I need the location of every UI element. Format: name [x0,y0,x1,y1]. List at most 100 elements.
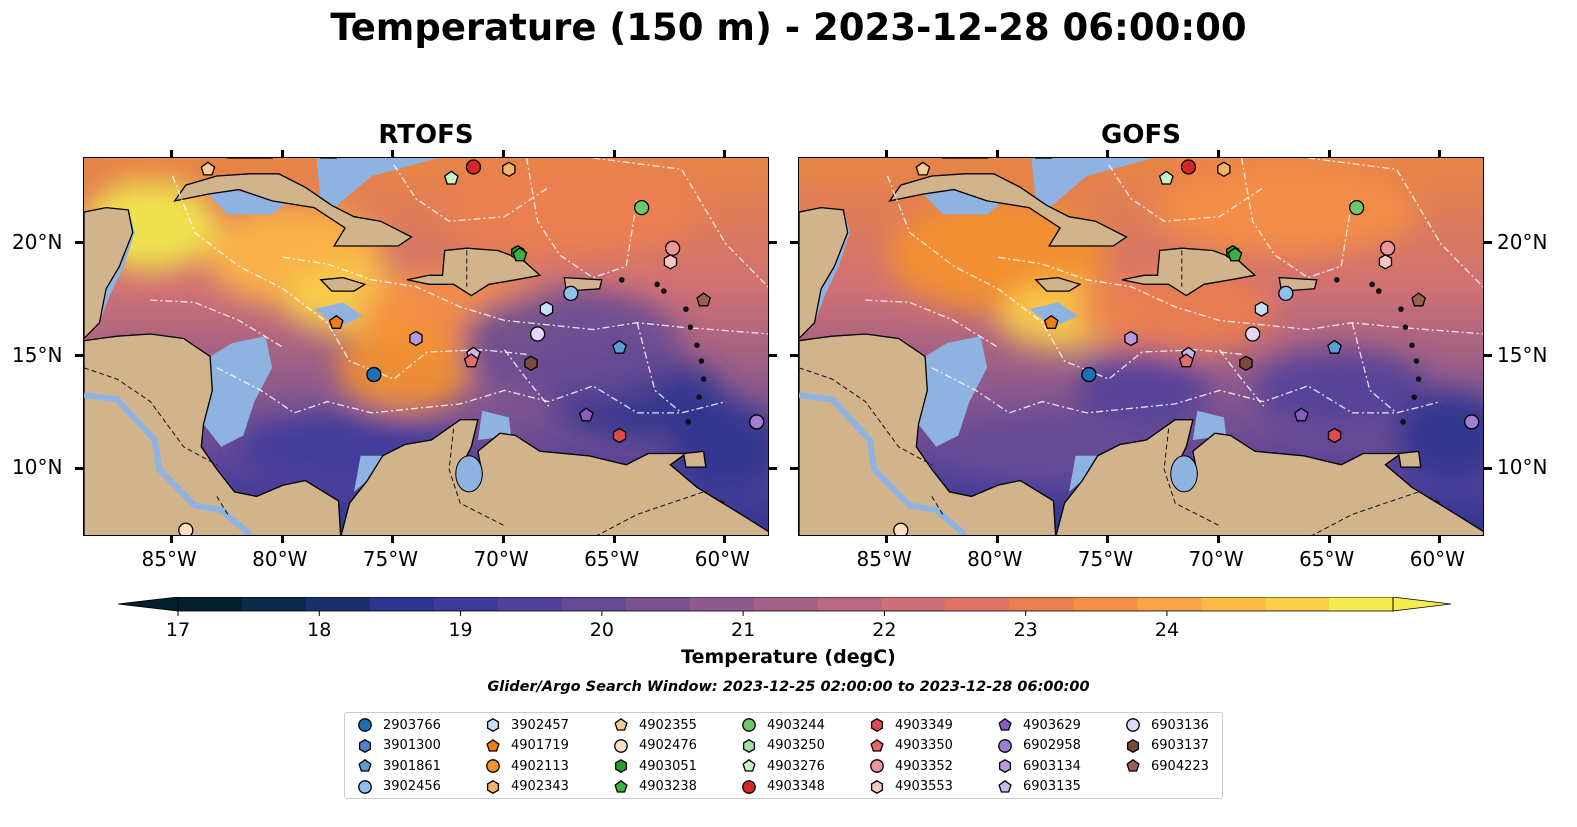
float-4903629 [1293,407,1309,422]
float-6902958 [749,414,765,430]
float-4903349 [612,427,627,444]
legend-marker [486,718,500,732]
lon-tick-label: 70°W [1188,547,1244,571]
legend-label: 6903136 [1151,717,1209,733]
land-centralAm [799,333,1057,535]
lon-tick-mark [1106,150,1110,158]
land-trinidad [1397,450,1422,468]
shelf-area-0 [918,336,988,447]
temperature-feature-5 [338,322,472,413]
land-border-1 [216,496,229,515]
shelf-area-6 [1069,455,1098,492]
lat-tick-mark [769,241,777,245]
land-centralAm [84,333,342,535]
legend-item: 6904223 [1125,758,1209,774]
pentagon-marker-icon [358,758,372,772]
shelf-area-6 [354,455,383,492]
temperature-feature-3 [1153,164,1419,256]
float-4902476 [178,522,194,535]
shelf-area-0 [203,336,273,447]
colorbar-tick-label: 20 [590,619,614,641]
legend-marker [742,779,756,794]
legend-label: 4902113 [511,758,569,774]
float-4902343 [1217,161,1231,178]
legend-marker [358,779,372,794]
pentagon-marker-icon [998,717,1012,731]
colorbar-segment [497,597,563,611]
lat-tick-mark [769,354,777,358]
circle-marker-icon [1126,718,1140,732]
colorbar-tick-label: 21 [731,619,755,641]
lon-tick-mark [501,150,505,158]
lon-tick-mark [1327,150,1331,158]
lon-tick-label: 80°W [967,547,1023,571]
float-4903349 [1327,427,1342,444]
legend-label: 4902476 [639,738,697,753]
colorbar-segment [625,597,691,611]
lon-tick-mark [1106,535,1110,543]
lon-tick-mark [1438,150,1442,158]
land-border-3 [596,491,726,535]
colorbar-outline [177,597,1394,612]
float-4901719 [328,314,344,329]
island-7 [660,288,667,294]
float-3902456 [563,285,579,302]
float-3902456 [1278,285,1294,302]
colorbar-segment [1009,597,1074,611]
island-6 [1400,419,1406,425]
legend-item: 6903137 [1125,738,1209,754]
legend-marker [486,759,500,773]
land-jamaica [319,276,367,292]
legend-item: 4903348 [741,779,825,795]
gofs-map [798,157,1484,536]
land-trinidad [682,450,707,468]
eez-boundary-5 [1108,164,1265,222]
lon-tick-mark [995,150,999,158]
lat-tick-mark [790,241,798,245]
legend-label: 4903349 [895,717,953,733]
lon-tick-mark [391,150,395,158]
temperature-feature-4 [1075,349,1209,431]
float-4903238 [1227,247,1243,262]
circle-marker-icon [742,718,756,732]
lon-tick-label: 65°W [584,547,640,571]
legend-label: 4901719 [511,738,569,753]
circle-marker-icon [486,759,500,773]
pentagon-marker-icon [742,758,756,772]
lat-tick-label: 15°N [1497,342,1548,367]
lat-tick-mark [75,241,83,245]
legend-marker [870,759,884,773]
lat-tick-mark [790,466,798,470]
lon-tick-label: 70°W [473,547,529,571]
float-6902958 [1464,414,1480,430]
land-border-3 [1311,491,1441,535]
legend-label: 4903244 [767,717,825,733]
eez-boundary-2 [931,367,1441,414]
lon-tick-mark [1216,535,1220,543]
float-4903350 [463,353,479,368]
pentagon-marker-icon [614,717,628,731]
legend-item: 4901719 [485,738,569,754]
float-4903276 [1158,170,1174,185]
hexagon-marker-icon [870,779,884,794]
colorbar-segment [369,597,435,611]
lat-tick-label: 10°N [12,455,63,480]
legend-label: 3901300 [383,738,441,753]
legend-label: 2903766 [383,717,441,733]
colorbar-segment [689,597,755,611]
panel-title-rtofs: RTOFS [378,120,474,150]
island-2 [1409,342,1415,349]
legend-label: 4903352 [895,758,953,774]
shelf-area-3 [316,158,439,210]
lon-tick-label: 65°W [1299,547,1355,571]
land-jamaica [1034,276,1082,292]
lon-tick-mark [1438,535,1442,543]
legend-marker [870,738,884,752]
pentagon-marker-icon [486,738,500,752]
legend-item: 2903766 [357,717,441,733]
legend-item: 4902343 [485,779,569,795]
float-4903553 [1378,254,1393,270]
legend-marker [614,738,628,753]
float-6904223 [696,292,712,307]
float-4903352 [1379,240,1396,256]
